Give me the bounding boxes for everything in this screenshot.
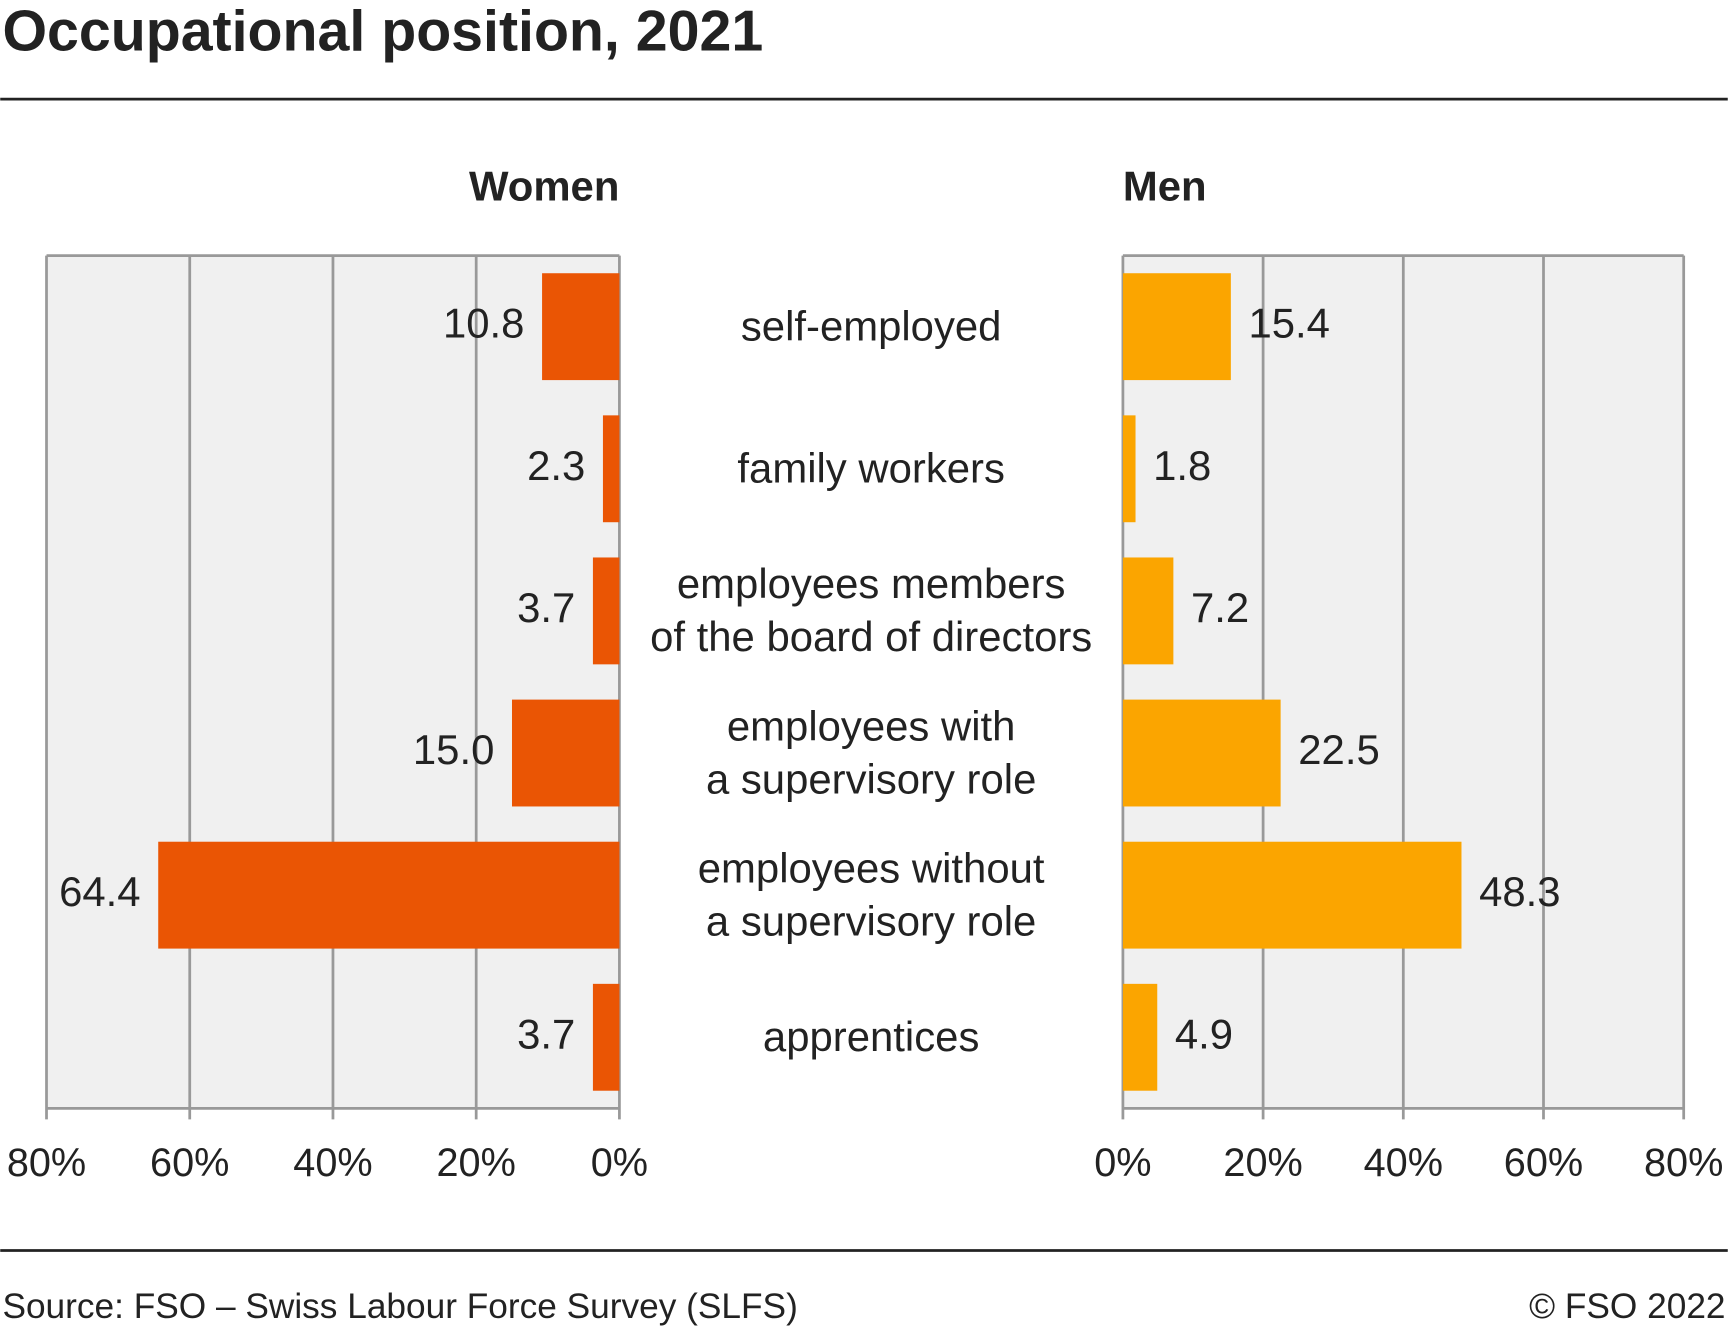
bar [592, 557, 620, 665]
bar [511, 699, 620, 807]
x-tick-label: 20% [437, 1141, 516, 1185]
bar [1122, 557, 1174, 665]
category-label: family workers [737, 445, 1005, 492]
category-label: apprentices [762, 1014, 980, 1061]
value-label: 2.3 [527, 442, 585, 489]
x-tick-label: 60% [150, 1141, 229, 1185]
x-tick-label: 40% [1364, 1141, 1443, 1185]
value-label: 15.0 [413, 726, 494, 773]
x-tick-label: 20% [1223, 1141, 1302, 1185]
bar [1122, 841, 1462, 949]
bar [158, 841, 620, 949]
value-label: 64.4 [59, 868, 140, 915]
source: Source: FSO – Swiss Labour Force Survey … [2, 1287, 797, 1326]
x-tick-label: 60% [1504, 1141, 1583, 1185]
category-label: self-employed [740, 303, 1002, 350]
value-label: 48.3 [1479, 868, 1560, 915]
category-box: self-employed [740, 303, 1002, 350]
bar [542, 273, 620, 381]
category-box: employees without a supervisory role [697, 845, 1045, 945]
bar [602, 415, 620, 523]
bar [1122, 273, 1231, 381]
x-tick-label: 40% [293, 1141, 372, 1185]
series-label: Men [1123, 163, 1207, 210]
category-box: employees members of the board of direct… [650, 561, 1093, 661]
category-label: employees members of the board of direct… [650, 561, 1093, 661]
value-label: 15.4 [1248, 300, 1329, 347]
x-tick-label: 0% [1094, 1141, 1151, 1185]
bar [592, 983, 620, 1091]
value-label: 3.7 [517, 584, 575, 631]
value-label: 4.9 [1175, 1010, 1233, 1057]
value-label: 7.2 [1191, 584, 1249, 631]
series-label: Women [469, 163, 619, 210]
copyright: © FSO 2022 [1529, 1287, 1725, 1326]
x-tick-label: 0% [591, 1141, 648, 1185]
value-label: 3.7 [517, 1010, 575, 1057]
category-label: employees without a supervisory role [697, 845, 1045, 945]
category-label: employees with a supervisory role [705, 703, 1037, 803]
bar [1122, 699, 1281, 807]
chart-title: Occupational position, 2021 [2, 0, 763, 63]
x-tick-label: 80% [1644, 1141, 1723, 1185]
x-tick-label: 80% [7, 1141, 86, 1185]
value-label: 22.5 [1298, 726, 1379, 773]
bar [1122, 983, 1158, 1091]
bar [1122, 415, 1136, 523]
category-box: apprentices [762, 1014, 980, 1061]
value-label: 10.8 [443, 300, 524, 347]
value-label: 1.8 [1153, 442, 1211, 489]
category-box: employees with a supervisory role [705, 703, 1037, 803]
category-box: family workers [737, 445, 1005, 492]
